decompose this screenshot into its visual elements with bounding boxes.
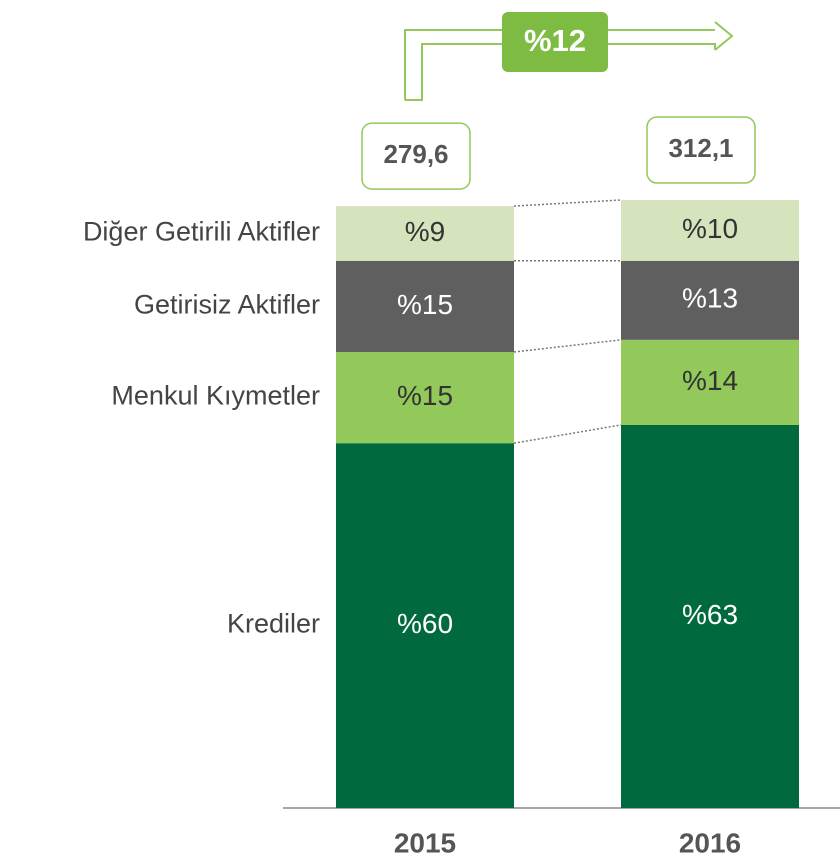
- value-label: %10: [682, 213, 738, 244]
- series-label: Menkul Kıymetler: [111, 381, 320, 411]
- total-box: [646, 116, 756, 184]
- connector: [513, 199, 622, 207]
- bar-segment: [621, 424, 799, 808]
- bar-segment: [621, 200, 799, 261]
- bar-segment: [336, 352, 514, 444]
- series-label: Diğer Getirili Aktifler: [83, 217, 320, 247]
- value-label: %14: [682, 365, 738, 396]
- total-box: [361, 122, 471, 190]
- series-label: Krediler: [227, 609, 320, 639]
- bar-segment: [336, 260, 514, 352]
- growth-box: [502, 12, 608, 72]
- value-label: %13: [682, 283, 738, 314]
- value-label: %9: [405, 216, 445, 247]
- value-label: %60: [397, 608, 453, 639]
- bar-segment: [336, 443, 514, 808]
- total-label: 312,1: [668, 133, 733, 163]
- value-label: %63: [682, 599, 738, 630]
- connector: [513, 424, 622, 444]
- growth-arrow: [404, 21, 734, 101]
- bar-segment: [336, 206, 514, 261]
- category-label: 2016: [679, 827, 741, 858]
- growth-label: %12: [524, 23, 586, 58]
- category-label: 2015: [394, 827, 456, 858]
- value-label: %15: [397, 380, 453, 411]
- total-label: 279,6: [383, 139, 448, 169]
- connector: [513, 339, 622, 353]
- series-label: Getirisiz Aktifler: [134, 290, 320, 320]
- value-label: %15: [397, 289, 453, 320]
- bar-segment: [621, 260, 799, 340]
- bar-segment: [621, 339, 799, 425]
